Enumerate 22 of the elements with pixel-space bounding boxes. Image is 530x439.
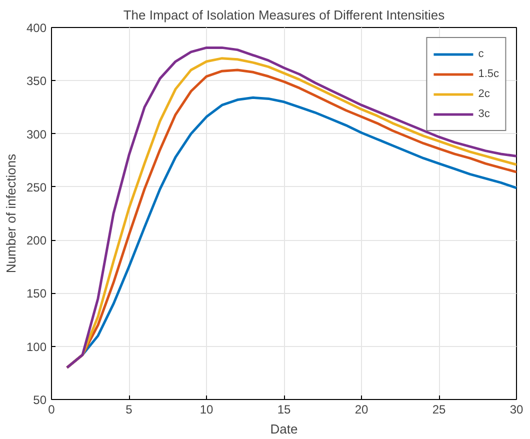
legend-label: 2c [478,88,491,100]
x-tick-label: 15 [277,402,291,416]
y-tick-label: 200 [26,234,47,248]
legend-label: 1.5c [478,68,499,80]
y-tick-label: 350 [26,74,47,88]
x-tick-label: 25 [432,402,446,416]
legend-label: c [478,48,485,60]
y-tick-label: 400 [26,21,47,35]
x-axis-title: Date [270,422,298,436]
y-tick-label: 300 [26,127,47,142]
y-tick-label: 250 [26,180,47,194]
chart-title: The Impact of Isolation Measures of Different Intensities [123,8,446,22]
y-tick-label: 150 [26,286,47,301]
x-tick-label: 5 [126,402,133,416]
y-axis-title: Number of infections [3,153,18,274]
legend-label: 3c [478,108,491,120]
y-tick-label: 50 [33,393,47,407]
x-tick-label: 20 [354,402,368,416]
y-tick-label: 100 [26,340,47,354]
x-tick-label: 0 [48,402,56,416]
x-tick-label: 30 [510,402,524,416]
x-tick-label: 10 [200,402,214,416]
